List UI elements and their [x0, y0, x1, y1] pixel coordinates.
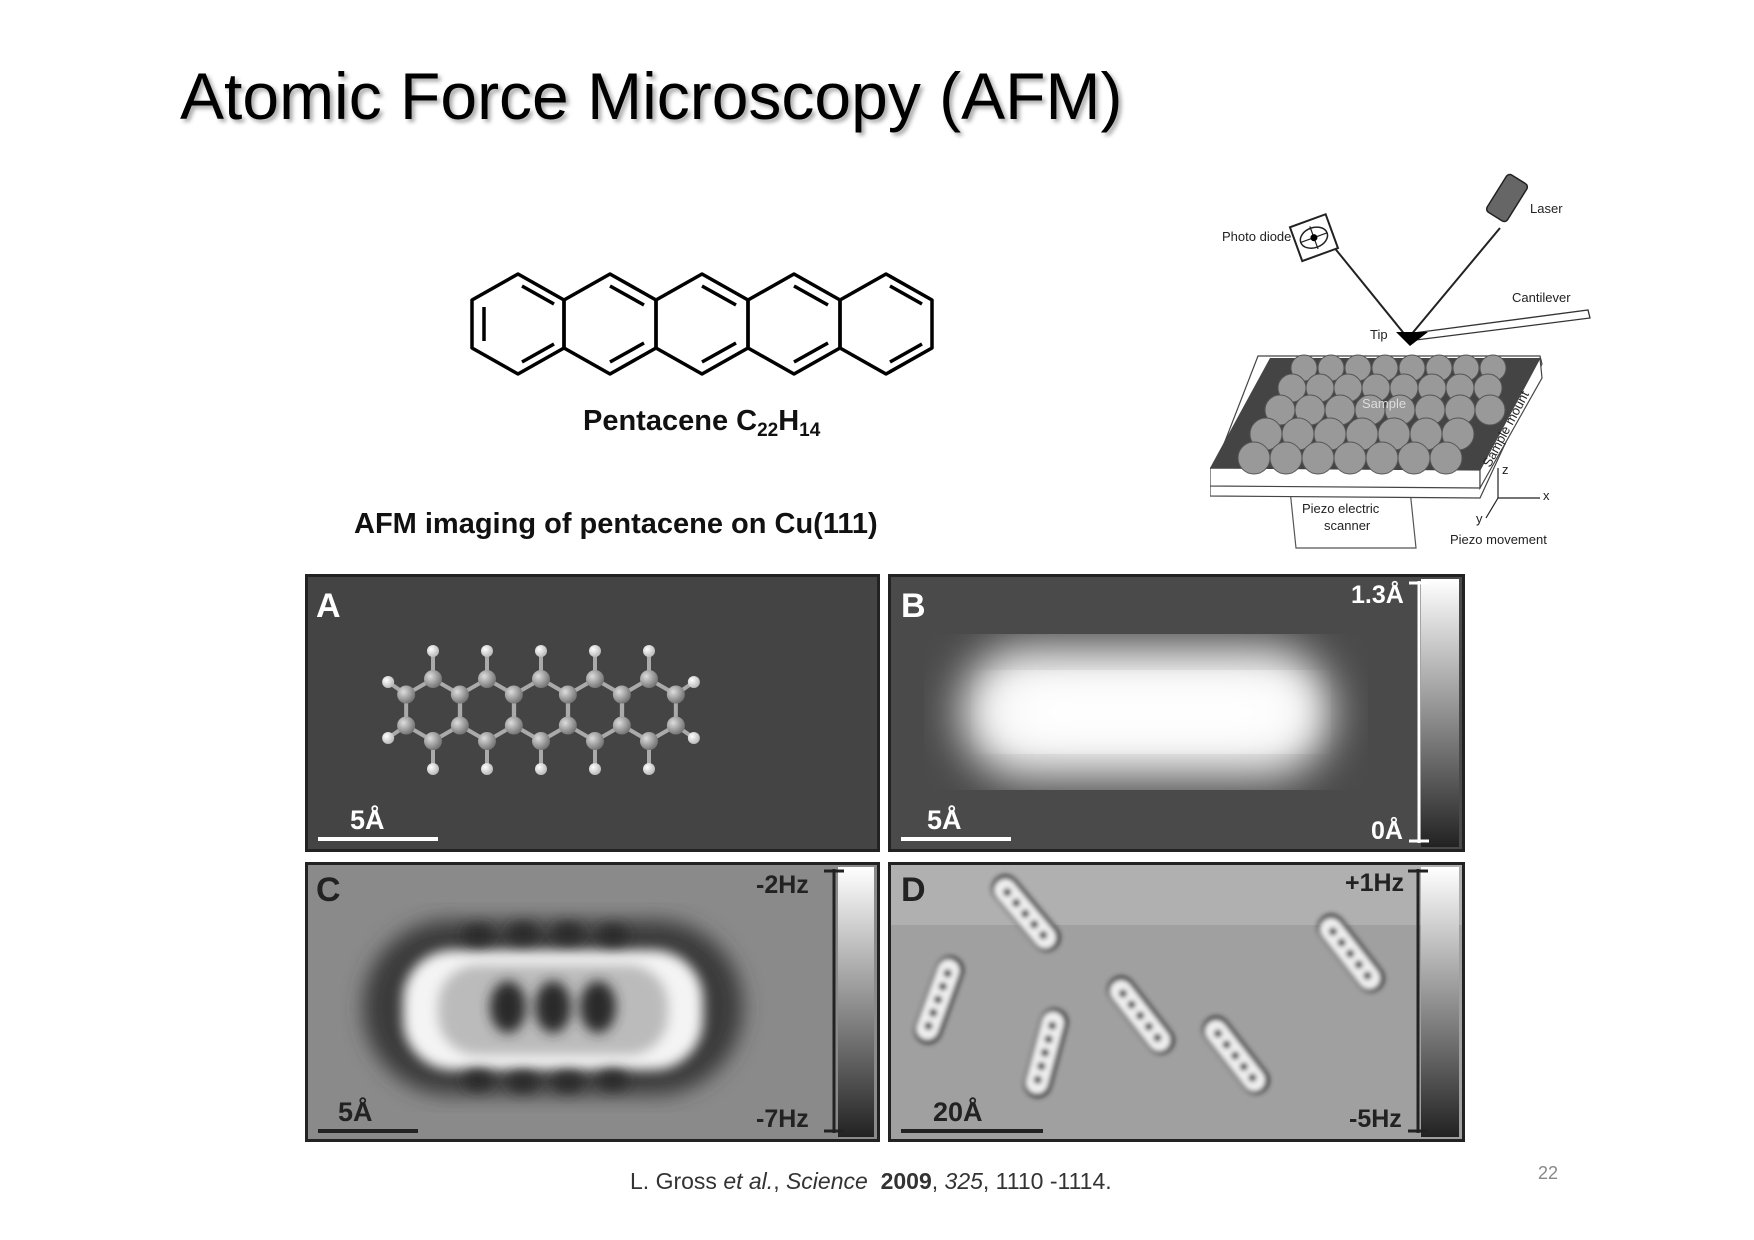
carbon-atom [504, 685, 523, 704]
scale-bar-label: 5Å [927, 805, 962, 835]
scale-bar-label: 5Å [338, 1097, 373, 1127]
panel-label: B [901, 587, 926, 625]
scale-bar [318, 1129, 418, 1133]
scale-bar-label: 5Å [350, 805, 385, 835]
scale-bar [318, 837, 438, 841]
colorbar-min-label: -5Hz [1349, 1105, 1402, 1133]
afm-frequency-shift-image [308, 865, 877, 1139]
pentacene-ball-stick-model [382, 645, 700, 775]
carbon-atom [558, 685, 577, 704]
carbon-atom [504, 716, 523, 735]
carbon-atom [666, 716, 685, 735]
hydrogen-atom [382, 732, 395, 744]
piezo-movement-label: Piezo movement [1450, 532, 1547, 547]
colorbar-max-label: -2Hz [756, 871, 809, 899]
scale-bar [901, 1129, 1043, 1133]
photo-diode-icon [1288, 212, 1340, 263]
panel-label: C [316, 871, 341, 909]
carbon-atom [612, 685, 631, 704]
piezo-scanner-label-2: scanner [1324, 518, 1371, 533]
panel-d: D +1Hz -5Hz 20Å [888, 862, 1465, 1142]
hydrogen-atom [687, 732, 700, 744]
axis-y-label: y [1476, 511, 1483, 526]
scale-bar [901, 837, 1011, 841]
carbon-atom [586, 732, 604, 750]
sample-atoms [1237, 354, 1507, 475]
carbon-atom [586, 670, 604, 688]
carbon-atom [397, 685, 416, 704]
axis-x-label: x [1543, 488, 1550, 503]
afm-imaging-caption: AFM imaging of pentacene on Cu(111) [354, 508, 878, 540]
hydrogen-atom [535, 763, 547, 775]
hydrogen-atom [382, 676, 395, 688]
scale-bar-label: 20Å [933, 1097, 983, 1127]
carbon-atom [424, 732, 442, 750]
citation: L. Gross et al., Science 2009, 325, 1110… [630, 1168, 1112, 1194]
hydrogen-atom [687, 676, 700, 688]
afm-topography-image [891, 577, 1462, 849]
photo-diode-label: Photo diode [1222, 229, 1291, 244]
carbon-atom [640, 670, 658, 688]
carbon-atom [532, 670, 550, 688]
hydrogen-atom [589, 645, 601, 657]
colorbar-max-label: +1Hz [1345, 869, 1405, 897]
piezo-scanner-label-1: Piezo electric [1302, 501, 1380, 516]
pentacene-structure [470, 272, 934, 376]
hydrogen-atom [643, 763, 655, 775]
hydrogen-atom [427, 645, 439, 657]
carbon-atom [397, 716, 416, 735]
panel-a: A 5Å [305, 574, 880, 852]
carbon-atom [424, 670, 442, 688]
carbon-atom [478, 732, 496, 750]
laser-icon: Laser [1485, 173, 1563, 223]
laser-label: Laser [1530, 201, 1563, 216]
axes-icon [1485, 468, 1540, 519]
carbon-atom [612, 716, 631, 735]
panel-c: C -2Hz -7Hz 5Å [305, 862, 880, 1142]
afm-setup-diagram: Laser Photo diode Cantilever Tip Piezo e… [1210, 173, 1591, 549]
sample-label: Sample [1362, 396, 1406, 411]
afm-multi-molecule-image [891, 865, 1462, 1139]
carbon-atom [640, 732, 658, 750]
carbon-atom [558, 716, 577, 735]
colorbar-min-label: -7Hz [756, 1105, 809, 1133]
hydrogen-atom [481, 645, 493, 657]
axis-z-label: z [1502, 462, 1509, 477]
carbon-atom [532, 732, 550, 750]
hydrogen-atom [427, 763, 439, 775]
hydrogen-atom [643, 645, 655, 657]
carbon-atom [450, 685, 469, 704]
hydrogen-atom [481, 763, 493, 775]
hydrogen-atom [535, 645, 547, 657]
carbon-atom [666, 685, 685, 704]
carbon-atom [450, 716, 469, 735]
hydrogen-atom [589, 763, 601, 775]
panel-b: B 1.3Å 0Å 5Å [888, 574, 1465, 852]
panel-label: D [901, 871, 926, 909]
tip-icon [1396, 332, 1428, 346]
slide-title: Atomic Force Microscopy (AFM) [180, 59, 1123, 133]
panel-label: A [316, 587, 341, 625]
colorbar-max-label: 1.3Å [1351, 581, 1404, 609]
cantilever-label: Cantilever [1512, 290, 1571, 305]
page-number: 22 [1538, 1163, 1559, 1183]
carbon-atom [478, 670, 496, 688]
molecule-caption: Pentacene C22H14 [583, 405, 821, 441]
tip-label: Tip [1370, 327, 1388, 342]
colorbar-min-label: 0Å [1371, 817, 1403, 845]
